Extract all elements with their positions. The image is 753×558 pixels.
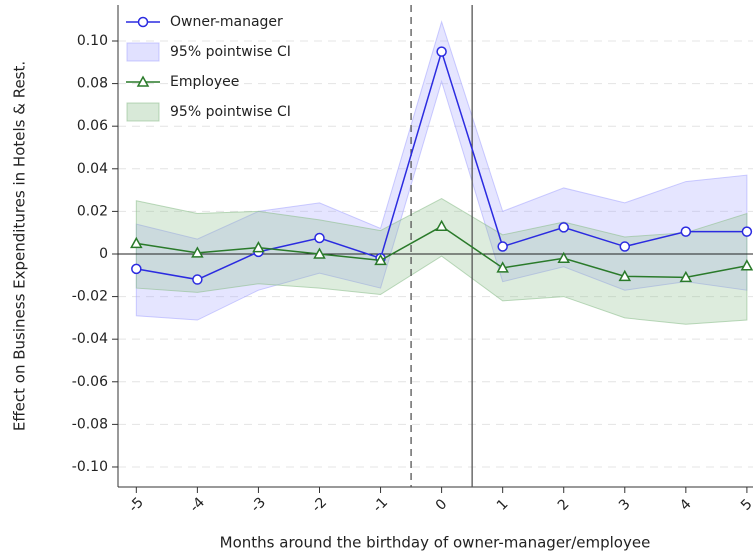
legend-swatch	[126, 42, 160, 62]
data-point	[618, 269, 632, 282]
data-point	[558, 222, 569, 233]
x-tick-label: 4	[677, 496, 695, 514]
y-axis-title: Effect on Business Expenditures in Hotel…	[11, 61, 29, 431]
data-point	[680, 226, 692, 237]
data-point	[130, 236, 143, 249]
y-tick-label: 0.10	[77, 33, 108, 49]
y-tick-label: 0	[99, 246, 108, 262]
y-tick-label: -0.02	[72, 289, 108, 305]
data-point	[741, 226, 753, 237]
y-tick-label: -0.10	[72, 459, 108, 475]
legend-label: Owner-manager	[170, 14, 283, 30]
legend-marker	[137, 16, 149, 28]
x-tick-label: 5	[738, 496, 753, 514]
x-axis-title: Months around the birthday of owner-mana…	[220, 534, 651, 552]
data-point	[435, 219, 448, 232]
data-point	[313, 247, 326, 259]
x-tick-label: -5	[126, 494, 147, 515]
y-tick-label: 0.06	[77, 118, 108, 134]
x-tick-label: -2	[309, 494, 330, 515]
data-point	[740, 259, 753, 271]
y-tick-label: 0.08	[77, 76, 108, 92]
data-point	[192, 274, 203, 285]
data-point	[497, 241, 508, 252]
legend-label: 95% pointwise CI	[170, 104, 291, 120]
x-tick-label: -1	[370, 494, 391, 515]
legend-swatch	[126, 102, 160, 122]
x-tick-label: -4	[187, 494, 208, 515]
x-tick-label: 2	[555, 496, 573, 514]
data-point	[252, 241, 265, 253]
data-point	[131, 263, 142, 275]
data-point	[374, 253, 387, 266]
x-tick-label: 1	[494, 496, 512, 514]
x-tick-label: 3	[616, 496, 634, 514]
data-point	[557, 251, 570, 263]
legend-label: 95% pointwise CI	[170, 44, 291, 60]
x-tick-label: 0	[433, 496, 451, 514]
y-tick-label: 0.02	[77, 203, 108, 219]
y-tick-label: -0.04	[72, 331, 108, 347]
y-tick-label: -0.06	[72, 374, 108, 390]
y-tick-label: 0.04	[77, 161, 108, 177]
data-point	[191, 246, 204, 258]
data-point	[436, 46, 447, 57]
data-point	[679, 270, 693, 283]
legend-marker	[136, 75, 150, 87]
data-point	[496, 261, 509, 273]
data-point	[314, 232, 325, 244]
data-point	[619, 241, 631, 252]
ci-band	[135, 198, 748, 325]
y-tick-label: -0.08	[72, 416, 108, 432]
legend-label: Employee	[170, 74, 239, 90]
x-tick-label: -3	[248, 494, 269, 515]
